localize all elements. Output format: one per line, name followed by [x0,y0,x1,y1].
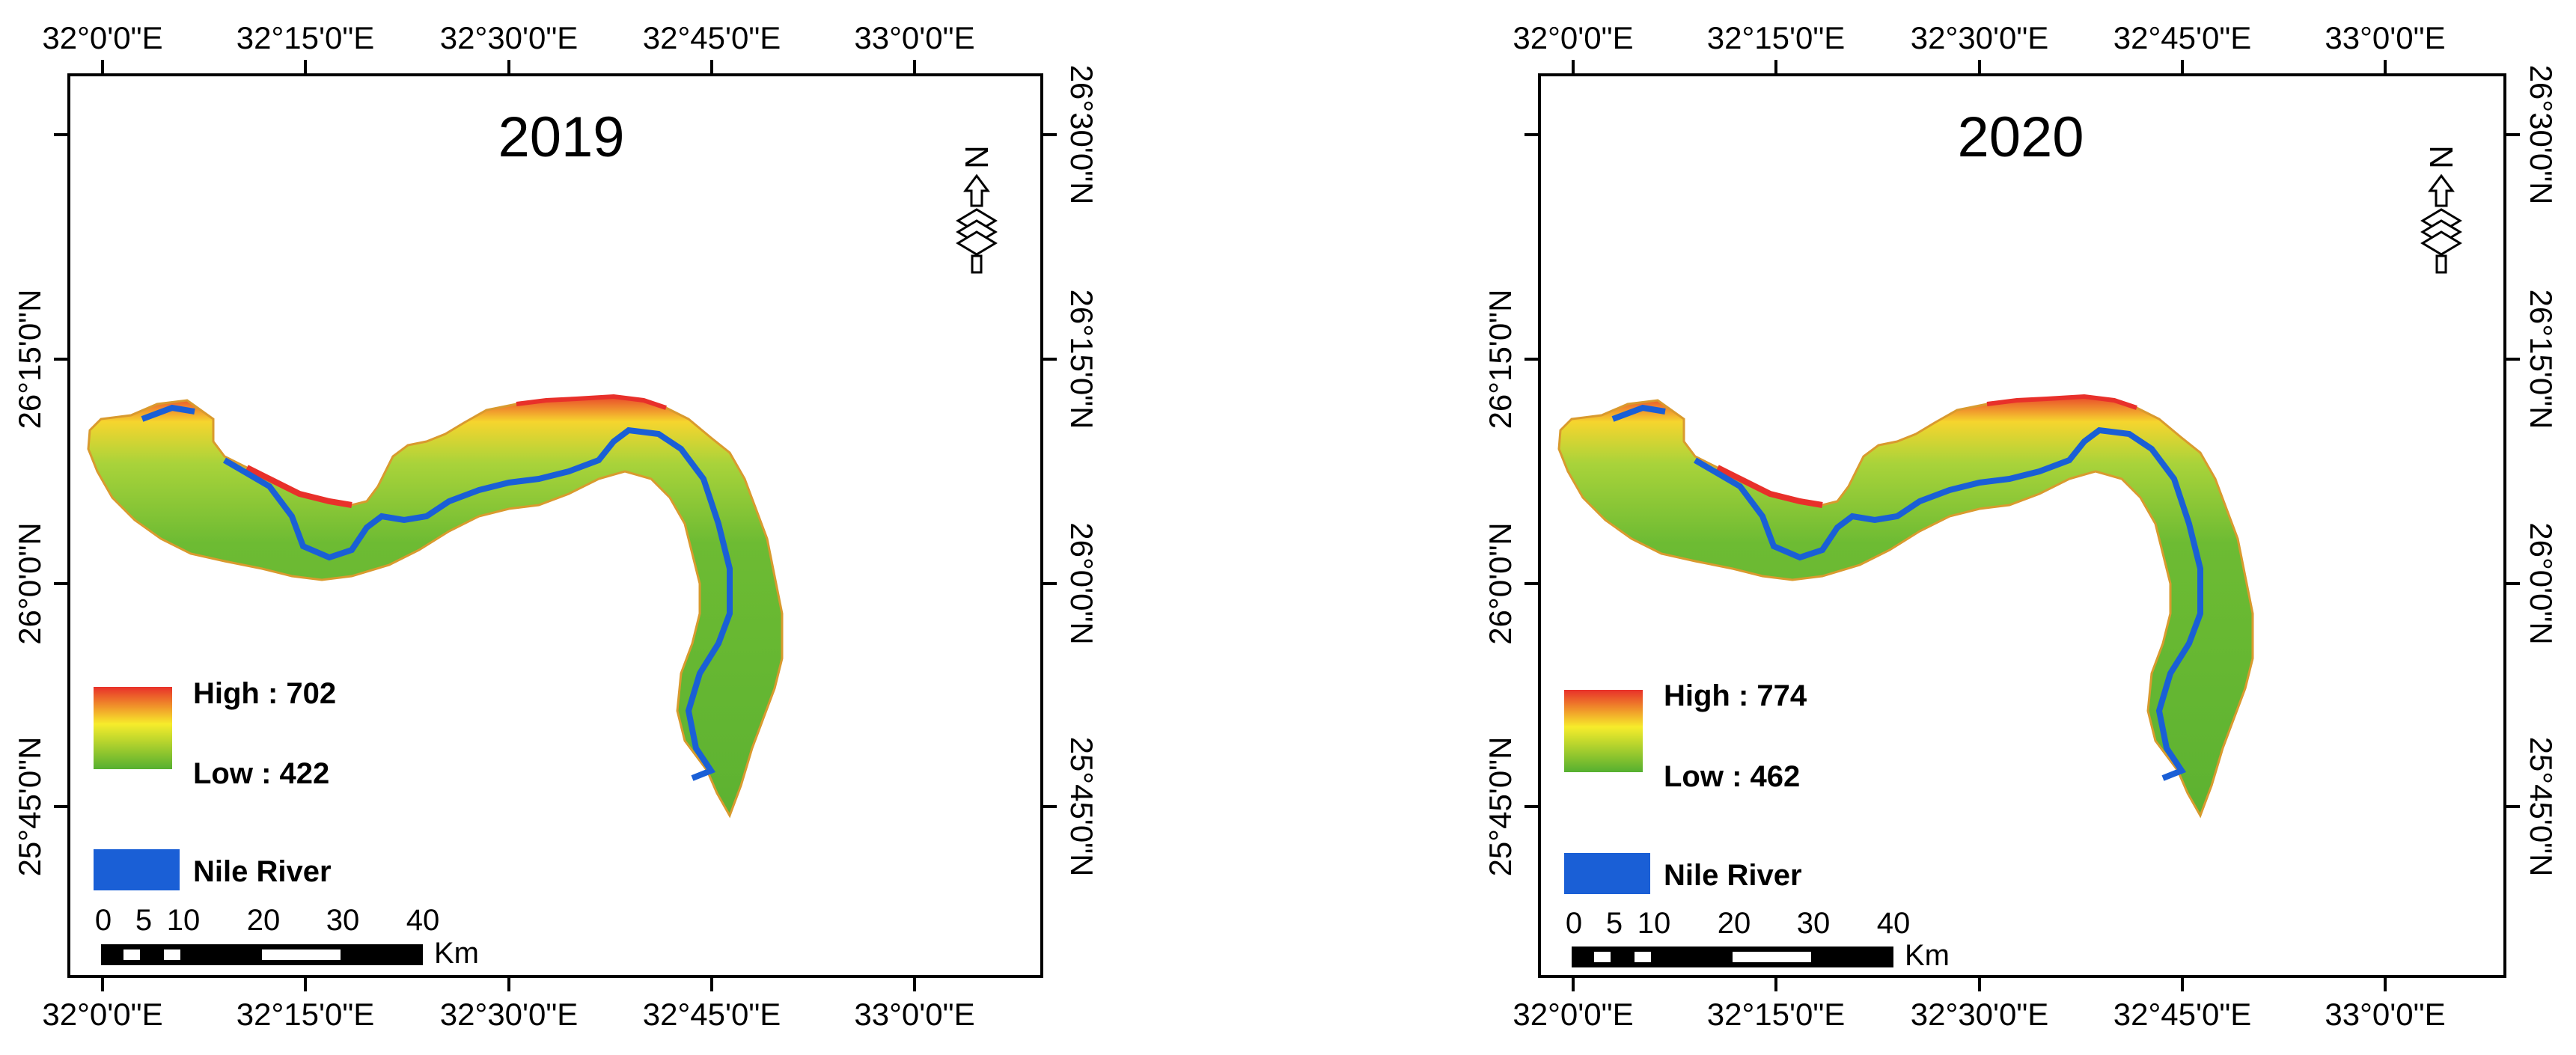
lon-label-bottom: 33°0'0"E [2325,997,2446,1032]
map-frame-2019 [54,60,1057,991]
legend-river-swatch [94,849,180,890]
scale-tick-label: 5 [1605,907,1623,940]
scale-bar [101,944,423,965]
lon-label-bottom: 32°30'0"E [439,997,579,1032]
lat-label-left: 26°15'0"N [12,289,47,429]
lon-label-top: 32°0'0"E [42,20,163,55]
scale-tick-label: 30 [1796,907,1831,940]
lon-label-bottom: 32°0'0"E [42,997,163,1032]
vegetation-area [1557,395,2254,819]
lon-label-bottom: 32°45'0"E [2113,997,2252,1032]
lat-label-left: 26°15'0"N [1483,289,1518,429]
lon-label-top: 32°45'0"E [2113,20,2252,55]
legend-low-label: Low : 422 [193,757,330,790]
lat-label-right: 25°45'0"N [1064,736,1099,877]
lat-label-right: 26°0'0"N [1064,522,1099,645]
lon-label-bottom: 32°15'0"E [1706,997,1846,1032]
scale-unit-label: Km [1905,939,1950,972]
lon-label-top: 32°30'0"E [439,20,579,55]
legend-low-label: Low : 462 [1664,760,1801,793]
high-edge [516,394,667,410]
scale-tick-label: 20 [1717,907,1751,940]
lat-label-left: 25°45'0"N [1483,736,1518,877]
north-label: N [959,145,995,169]
scale-tick-label: 40 [406,904,440,937]
top-ticks [1524,60,2520,991]
lon-label-top: 32°45'0"E [642,20,781,55]
legend-high-label: High : 774 [1664,679,1807,712]
scale-tick-label: 30 [326,904,360,937]
lon-label-top: 33°0'0"E [2325,20,2446,55]
high-edge [245,465,352,508]
lat-label-right: 26°30'0"N [2524,64,2559,205]
lon-label-top: 32°30'0"E [1910,20,2049,55]
map-year-title: 2020 [1957,106,2084,169]
scale-tick-label: 20 [246,904,281,937]
lat-label-right: 25°45'0"N [2524,736,2559,877]
scale-tick-label: 10 [166,904,201,937]
lat-label-left: 26°0'0"N [12,522,47,645]
scale-tick-label: 40 [1876,907,1911,940]
lon-label-bottom: 33°0'0"E [854,997,975,1032]
lon-label-bottom: 32°45'0"E [642,997,781,1032]
scale-tick-label: 10 [1637,907,1671,940]
lat-label-left: 26°0'0"N [1483,522,1518,645]
top-ticks [54,60,1057,991]
lon-label-bottom: 32°15'0"E [236,997,375,1032]
map-year-title: 2019 [498,106,625,169]
scale-tick-label: 0 [1565,907,1583,940]
north-arrow-icon: N [956,145,998,274]
nile-river [1611,404,2203,781]
lat-label-right: 26°0'0"N [2524,522,2559,645]
lon-label-bottom: 32°0'0"E [1513,997,1634,1032]
legend-high-label: High : 702 [193,677,337,710]
lat-label-right: 26°15'0"N [2524,289,2559,429]
lat-label-right: 26°15'0"N [1064,289,1099,429]
scale-unit-label: Km [434,937,479,970]
lon-label-top: 33°0'0"E [854,20,975,55]
lon-label-top: 32°0'0"E [1513,20,1634,55]
high-edge [1986,394,2137,410]
legend-river-label: Nile River [193,855,332,888]
lat-label-left: 25°45'0"N [12,736,47,877]
high-edge [1716,465,1823,508]
north-label: N [2423,145,2460,169]
legend-river-swatch [1564,853,1650,894]
scale-tick-label: 5 [135,904,153,937]
map-frame-2020 [1524,60,2520,991]
vegetation-area [87,395,784,819]
scale-tick-label: 0 [94,904,112,937]
legend-gradient-swatch [1564,690,1643,772]
nile-river [141,404,733,781]
map-border [1538,73,2506,978]
map-panel-2020: 32°0'0"E 32°15'0"E 32°30'0"E 32°45'0"E 3… [1471,0,2576,1055]
north-arrow-icon: N [2420,145,2462,274]
lat-label-right: 26°30'0"N [1064,64,1099,205]
lon-label-top: 32°15'0"E [236,20,375,55]
map-panel-2019: 32°0'0"E 32°15'0"E 32°30'0"E 32°45'0"E 3… [12,20,1099,1032]
lon-label-top: 32°15'0"E [1706,20,1846,55]
map-border [67,73,1043,978]
legend-gradient-swatch [94,687,172,769]
lon-label-bottom: 32°30'0"E [1910,997,2049,1032]
scale-bar [1572,947,1893,967]
legend-river-label: Nile River [1664,859,1802,892]
